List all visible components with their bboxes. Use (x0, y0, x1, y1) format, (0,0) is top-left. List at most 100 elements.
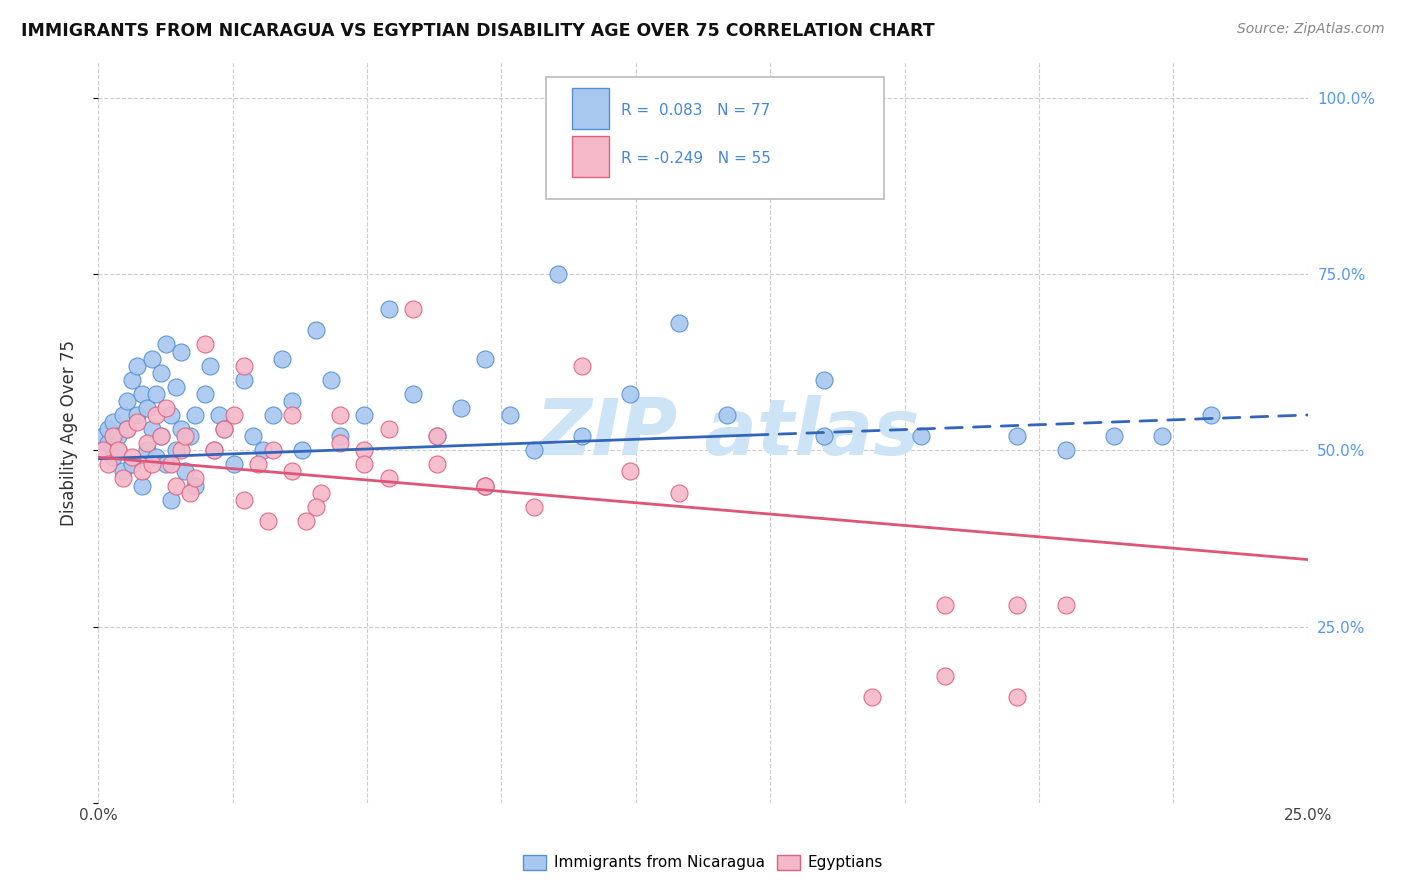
Point (523, 500, 546, 514)
Point (121, 458, 143, 472)
Point (169, 422, 191, 436)
Point (934, 599, 956, 613)
Point (141, 458, 163, 472)
Point (668, 485, 690, 500)
Point (204, 443, 226, 458)
Point (107, 429, 129, 443)
Y-axis label: Disability Age Over 75: Disability Age Over 75 (59, 340, 77, 525)
Point (131, 387, 153, 401)
Point (204, 443, 226, 458)
Point (131, 478, 153, 492)
Point (184, 408, 207, 422)
Point (141, 422, 163, 436)
Point (262, 443, 284, 458)
Point (117, 393, 139, 408)
Text: R =  0.083   N = 77: R = 0.083 N = 77 (621, 103, 770, 118)
Point (160, 408, 183, 422)
Point (402, 302, 425, 317)
Point (232, 492, 254, 507)
Point (281, 464, 304, 478)
Point (145, 387, 167, 401)
Point (111, 464, 134, 478)
Point (150, 429, 173, 443)
Text: Source: ZipAtlas.com: Source: ZipAtlas.com (1237, 22, 1385, 37)
Point (353, 443, 375, 458)
Point (910, 429, 932, 443)
Point (101, 450, 124, 465)
Point (179, 485, 201, 500)
Point (160, 458, 183, 472)
Point (222, 408, 245, 422)
Point (252, 443, 274, 458)
Point (426, 458, 449, 472)
Point (208, 408, 231, 422)
Point (150, 429, 173, 443)
Point (232, 373, 254, 387)
Point (619, 464, 641, 478)
Point (198, 359, 221, 373)
Point (319, 373, 342, 387)
Point (174, 429, 197, 443)
Point (474, 478, 496, 492)
Point (155, 337, 177, 351)
Point (1007, 690, 1029, 704)
Point (232, 359, 254, 373)
Point (402, 387, 425, 401)
Point (121, 450, 143, 465)
Point (474, 351, 496, 366)
Point (121, 373, 143, 387)
Point (474, 478, 496, 492)
Point (290, 443, 312, 458)
Point (242, 429, 264, 443)
Point (1054, 599, 1077, 613)
Point (135, 443, 157, 458)
Point (281, 408, 304, 422)
Point (305, 323, 328, 337)
Point (169, 344, 191, 359)
Point (547, 267, 569, 281)
Point (426, 429, 449, 443)
Point (353, 458, 375, 472)
Point (107, 443, 129, 458)
Point (91, 429, 114, 443)
Point (91, 443, 114, 458)
Point (498, 408, 520, 422)
Point (426, 429, 449, 443)
Point (111, 408, 134, 422)
Point (184, 478, 207, 492)
Point (117, 422, 139, 436)
Point (1152, 429, 1174, 443)
Point (377, 302, 399, 317)
Point (934, 669, 956, 683)
Point (155, 458, 177, 472)
Point (150, 366, 173, 380)
Point (619, 387, 641, 401)
Point (169, 443, 191, 458)
Point (1199, 408, 1222, 422)
Point (165, 380, 187, 394)
Point (262, 408, 284, 422)
Point (101, 429, 124, 443)
Point (247, 458, 270, 472)
Point (860, 140, 883, 154)
Point (97, 436, 120, 450)
Point (353, 408, 375, 422)
Point (194, 337, 217, 351)
Text: IMMIGRANTS FROM NICARAGUA VS EGYPTIAN DISABILITY AGE OVER 75 CORRELATION CHART: IMMIGRANTS FROM NICARAGUA VS EGYPTIAN DI… (21, 22, 935, 40)
Point (91, 443, 114, 458)
Point (107, 443, 129, 458)
Point (571, 359, 593, 373)
Point (101, 415, 124, 429)
Point (474, 478, 496, 492)
Point (305, 500, 328, 514)
Point (145, 450, 167, 465)
Point (295, 514, 318, 528)
Point (141, 351, 163, 366)
Point (813, 373, 835, 387)
Point (117, 422, 139, 436)
Point (131, 464, 153, 478)
Point (716, 408, 738, 422)
Point (450, 401, 472, 415)
Point (194, 387, 217, 401)
Point (127, 359, 149, 373)
